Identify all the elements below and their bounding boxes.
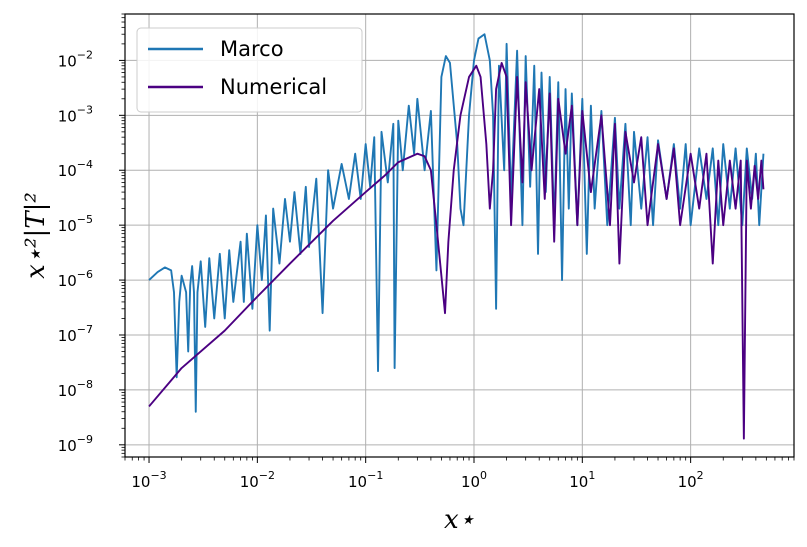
- y-tick-label: 10−6: [58, 268, 93, 290]
- y-tick-label: 10−7: [58, 323, 93, 345]
- y-tick-label: 10−8: [58, 378, 93, 400]
- series-layer: [148, 33, 765, 440]
- y-axis-label: x⋆²|T|²: [21, 192, 51, 279]
- y-tick-label: 10−2: [58, 48, 93, 70]
- y-tick-label: 10−5: [58, 213, 93, 235]
- x-tick-label: 10−3: [131, 469, 166, 491]
- x-tick-label: 10−2: [240, 469, 275, 491]
- x-axis-label: x⋆: [444, 505, 475, 535]
- ticks: 10−3 10−2 10−1 100 101 102 10−9 10−8 10−7 10−6 10−…: [58, 13, 795, 491]
- x-tick-label: 102: [678, 469, 704, 491]
- x-tick-label: 10−1: [348, 469, 383, 491]
- y-tick-label: 10−3: [58, 103, 93, 125]
- x-tick-label: 100: [461, 469, 487, 491]
- grid-lines: [125, 14, 794, 457]
- series-line-marco: [148, 33, 765, 413]
- series-line-numerical: [148, 61, 765, 440]
- y-tick-label: 10−4: [58, 158, 93, 180]
- y-axis-label-text: x⋆²|T|²: [21, 192, 51, 279]
- x-axis-label-text: x⋆: [444, 505, 475, 535]
- legend-label-marco: Marco: [220, 37, 284, 61]
- plot-frame: [124, 13, 795, 458]
- legend-label-numerical: Numerical: [220, 75, 327, 99]
- x-tick-label: 101: [569, 469, 595, 491]
- y-tick-label: 10−9: [58, 433, 93, 455]
- legend: Marco Numerical: [136, 27, 363, 113]
